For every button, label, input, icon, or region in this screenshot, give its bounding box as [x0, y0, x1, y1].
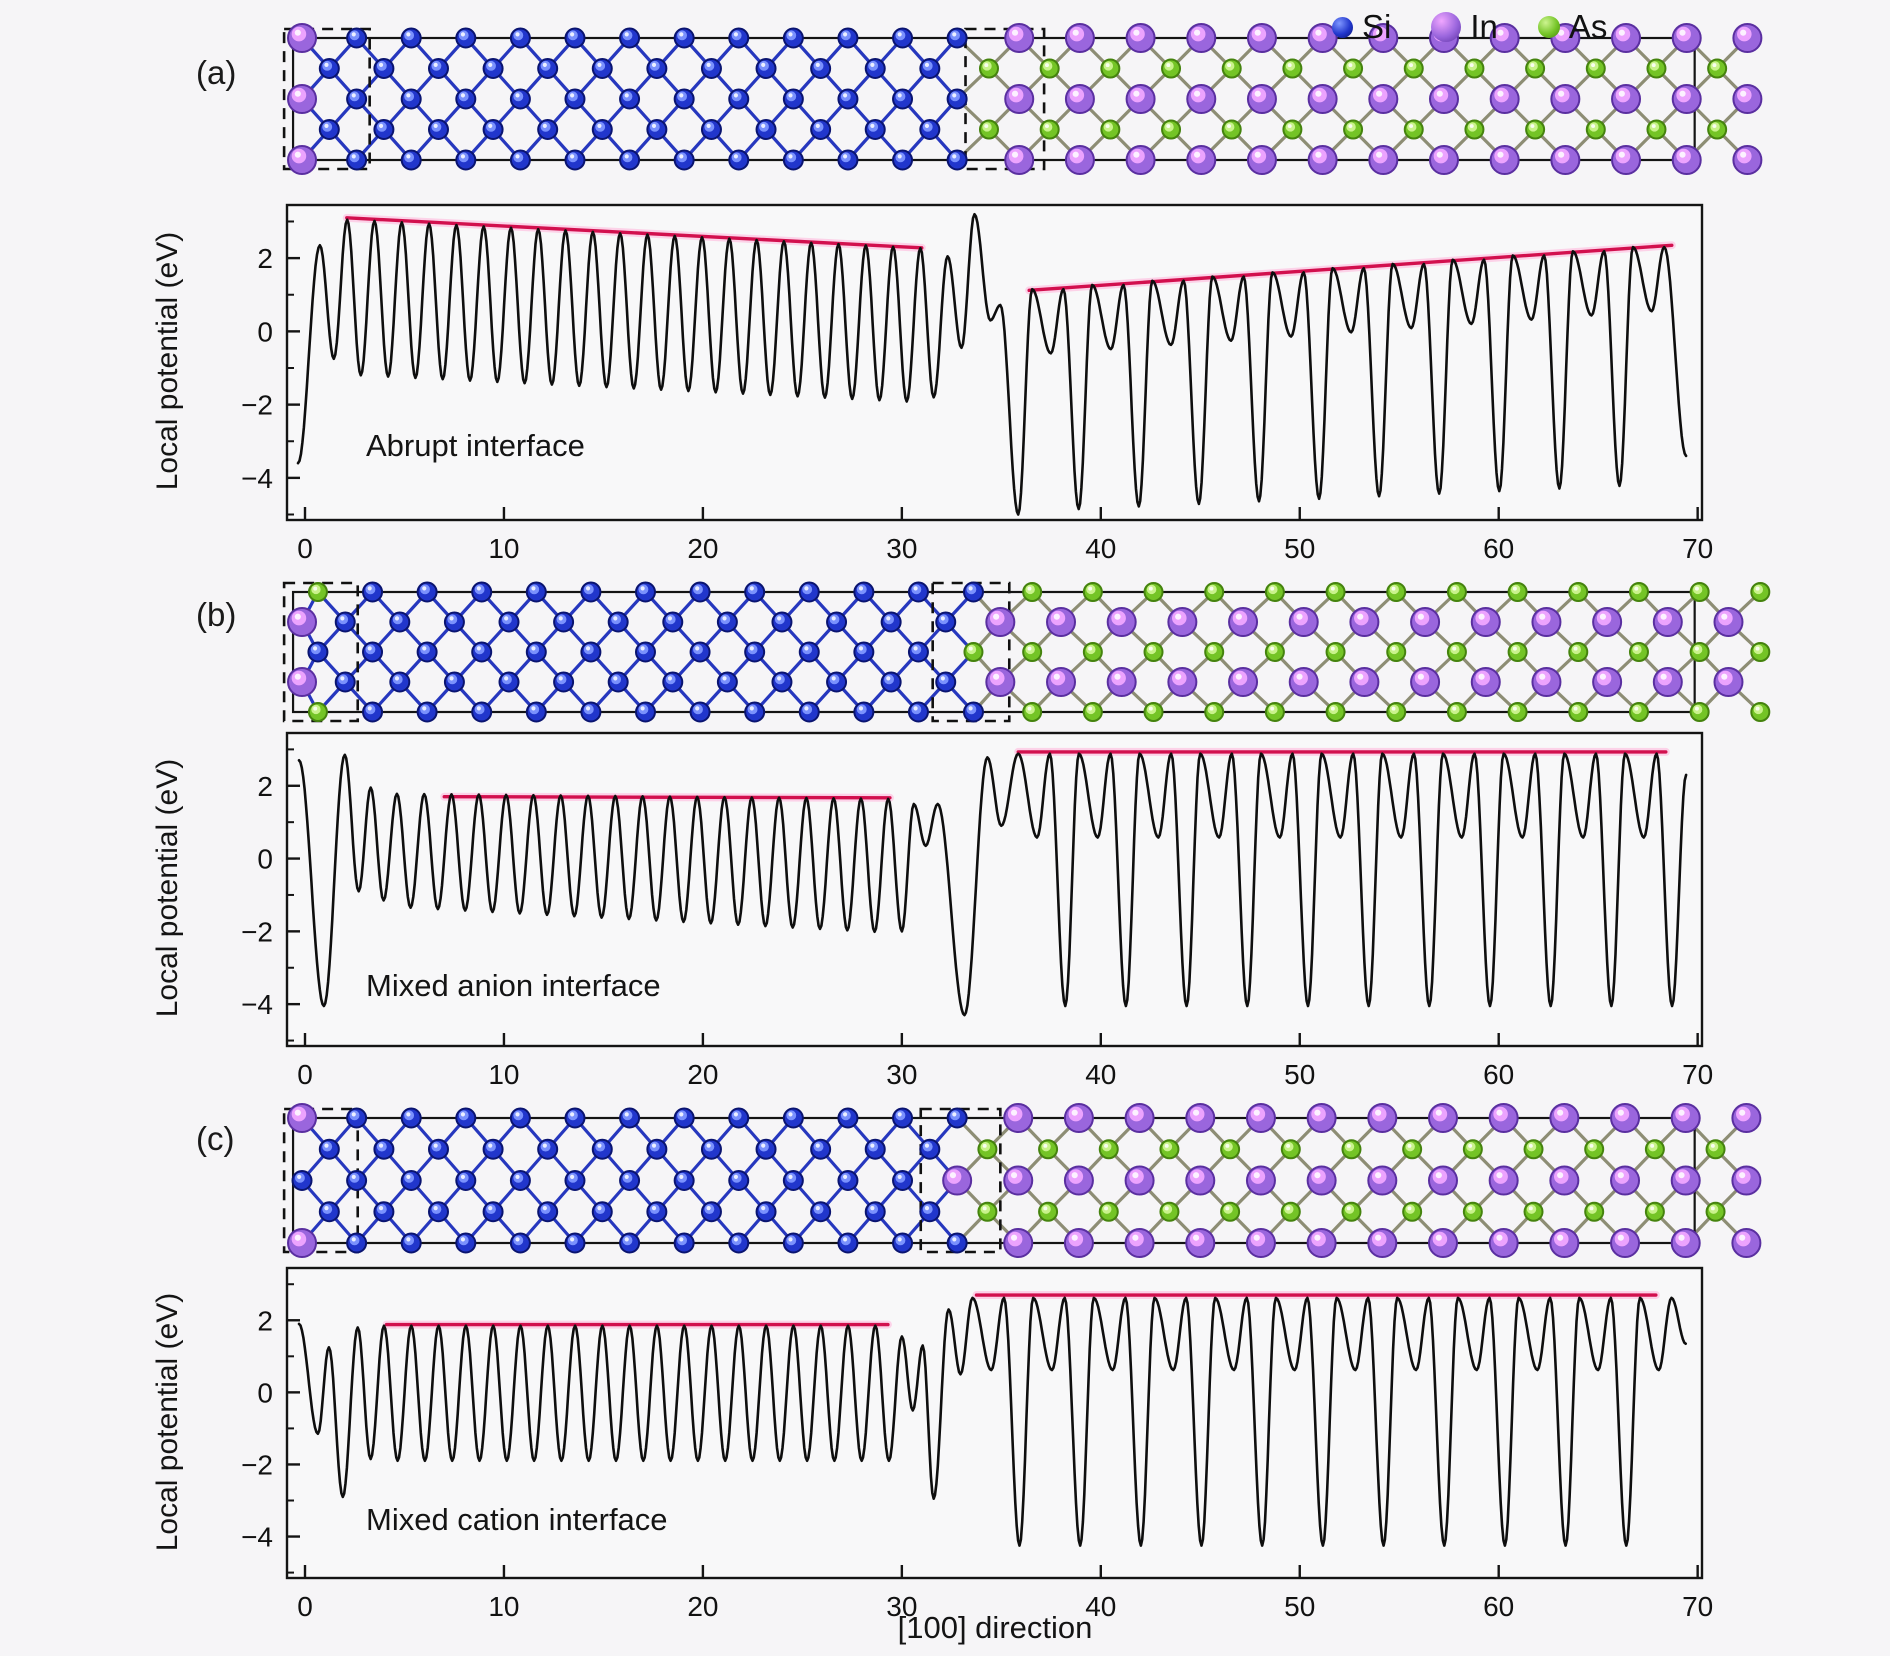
svg-text:70: 70	[1682, 1059, 1713, 1090]
structure-panel-a	[282, 23, 1763, 175]
svg-text:−4: −4	[241, 989, 273, 1020]
svg-text:−2: −2	[241, 390, 273, 421]
y-axis-label-b: Local potential (eV)	[151, 758, 184, 1018]
annotation-mixed-anion-interface: Mixed anion interface	[366, 968, 661, 1003]
svg-text:30: 30	[886, 533, 917, 564]
svg-text:20: 20	[687, 533, 718, 564]
svg-text:20: 20	[687, 1059, 718, 1090]
structure-panel-c	[282, 1103, 1762, 1258]
svg-text:0: 0	[297, 533, 313, 564]
structure-panel-b	[282, 581, 1771, 723]
y-axis-label-a: Local potential (eV)	[151, 231, 184, 491]
legend-label-si: Si	[1362, 8, 1392, 45]
svg-text:20: 20	[687, 1591, 718, 1622]
svg-text:−4: −4	[241, 1522, 273, 1553]
svg-text:−4: −4	[241, 463, 273, 494]
svg-text:10: 10	[488, 533, 519, 564]
svg-text:50: 50	[1284, 1591, 1315, 1622]
svg-text:10: 10	[488, 1591, 519, 1622]
si-atom-icon	[1332, 16, 1353, 38]
x-axis-title: [100] direction	[897, 1610, 1093, 1645]
legend-label-in: In	[1470, 8, 1498, 45]
y-axis-label-c: Local potential (eV)	[151, 1292, 184, 1552]
svg-text:40: 40	[1085, 1591, 1116, 1622]
svg-text:0: 0	[257, 1377, 273, 1408]
legend-item-si: Si	[1332, 8, 1391, 46]
panel-label-b: (b)	[196, 596, 237, 633]
svg-text:2: 2	[257, 771, 273, 802]
annotation-abrupt-interface: Abrupt interface	[366, 428, 585, 463]
as-atom-icon	[1537, 16, 1560, 38]
svg-text:2: 2	[257, 1305, 273, 1336]
svg-text:0: 0	[297, 1059, 313, 1090]
svg-text:2: 2	[257, 243, 273, 274]
svg-text:50: 50	[1284, 1059, 1315, 1090]
panel-label-c: (c)	[196, 1120, 235, 1157]
svg-text:−2: −2	[241, 916, 273, 947]
svg-text:50: 50	[1284, 533, 1315, 564]
legend-label-as: As	[1568, 8, 1608, 45]
svg-text:60: 60	[1483, 1059, 1514, 1090]
annotation-mixed-cation-interface: Mixed cation interface	[366, 1502, 668, 1537]
svg-text:10: 10	[488, 1059, 519, 1090]
svg-text:40: 40	[1085, 1059, 1116, 1090]
svg-text:0: 0	[257, 844, 273, 875]
svg-text:−2: −2	[241, 1449, 273, 1480]
legend-item-as: As	[1537, 8, 1608, 46]
svg-text:60: 60	[1483, 533, 1514, 564]
panel-label-a: (a)	[196, 54, 237, 91]
legend: Si In As	[1332, 8, 1607, 46]
svg-text:70: 70	[1682, 1591, 1713, 1622]
svg-text:40: 40	[1085, 533, 1116, 564]
svg-text:0: 0	[297, 1591, 313, 1622]
legend-item-in: In	[1431, 8, 1498, 46]
svg-text:30: 30	[886, 1059, 917, 1090]
svg-text:60: 60	[1483, 1591, 1514, 1622]
svg-text:70: 70	[1682, 533, 1713, 564]
svg-text:30: 30	[886, 1591, 917, 1622]
svg-text:0: 0	[257, 316, 273, 347]
in-atom-icon	[1431, 12, 1462, 42]
